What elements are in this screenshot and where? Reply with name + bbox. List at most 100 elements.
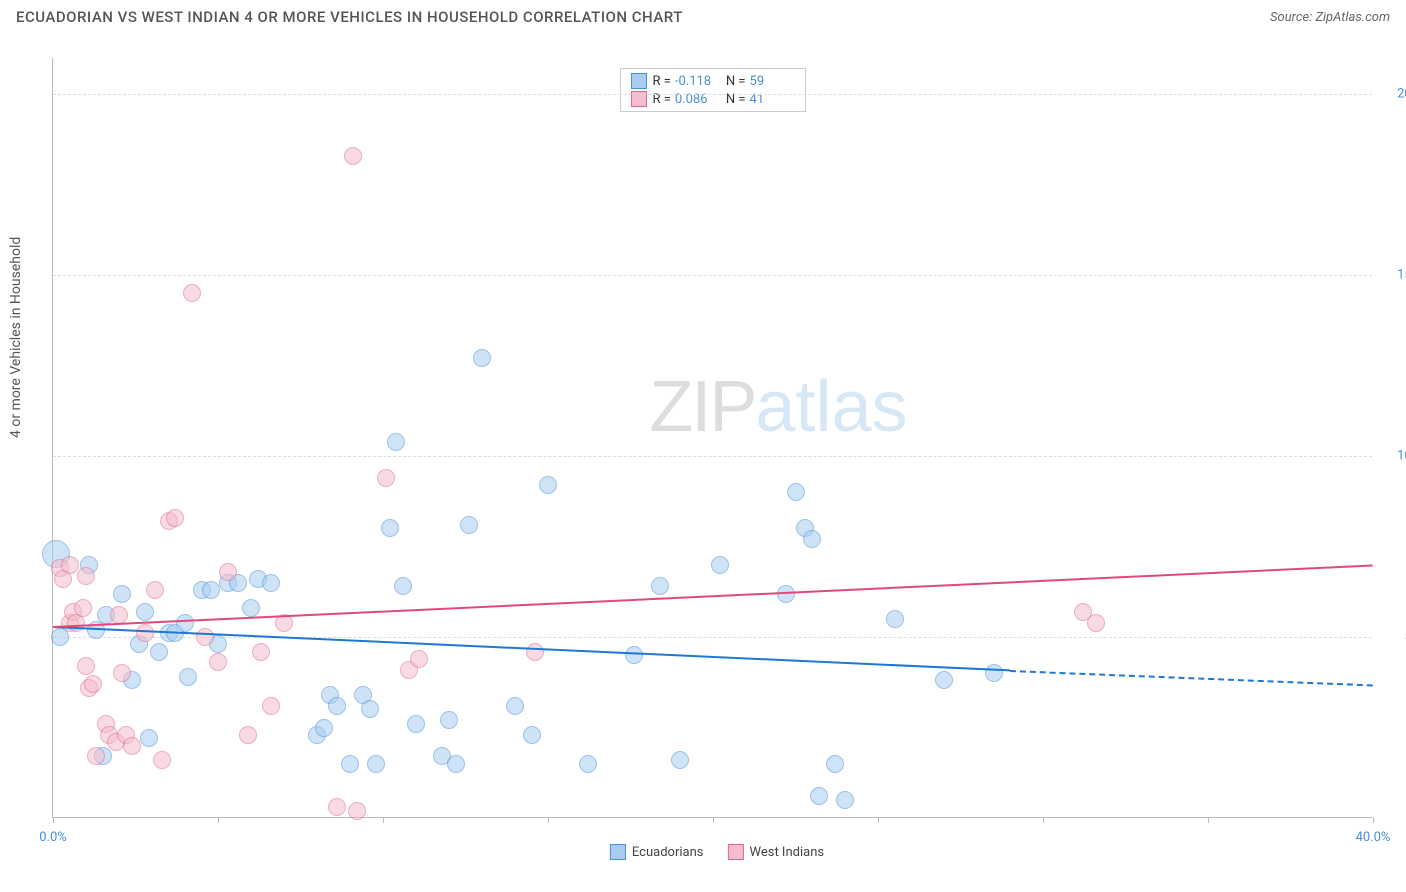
- x-tick: [713, 817, 714, 823]
- data-point: [87, 747, 105, 765]
- chart-title: ECUADORIAN VS WEST INDIAN 4 OR MORE VEHI…: [16, 8, 683, 26]
- x-tick: [1373, 817, 1374, 823]
- data-point: [826, 755, 844, 773]
- data-point: [61, 556, 79, 574]
- data-point: [239, 726, 257, 744]
- gridline: [53, 637, 1372, 638]
- legend-swatch: [610, 844, 626, 860]
- data-point: [381, 519, 399, 537]
- data-point: [315, 719, 333, 737]
- data-point: [150, 643, 168, 661]
- data-point: [523, 726, 541, 744]
- data-point: [209, 653, 227, 671]
- data-point: [344, 147, 362, 165]
- data-point: [526, 643, 544, 661]
- legend-stats-row: R = -0.118N = 59: [630, 73, 794, 89]
- data-point: [146, 581, 164, 599]
- x-tick: [1208, 817, 1209, 823]
- x-tick-label: 0.0%: [39, 830, 67, 845]
- data-point: [123, 737, 141, 755]
- data-point: [196, 628, 214, 646]
- legend-swatch: [728, 844, 744, 860]
- data-point: [473, 349, 491, 367]
- data-point: [985, 664, 1003, 682]
- data-point: [74, 599, 92, 617]
- data-point: [252, 643, 270, 661]
- data-point: [179, 668, 197, 686]
- x-tick: [878, 817, 879, 823]
- data-point: [625, 646, 643, 664]
- data-point: [113, 664, 131, 682]
- gridline: [53, 94, 1372, 95]
- legend-stats: R = -0.118N = 59R = 0.086N = 41: [619, 68, 805, 112]
- y-tick-label: 20.0%: [1377, 87, 1406, 102]
- data-point: [377, 469, 395, 487]
- chart-source: Source: ZipAtlas.com: [1270, 10, 1390, 25]
- data-point: [348, 802, 366, 820]
- data-point: [153, 751, 171, 769]
- data-point: [1087, 614, 1105, 632]
- chart-header: ECUADORIAN VS WEST INDIAN 4 OR MORE VEHI…: [0, 0, 1406, 30]
- data-point: [113, 585, 131, 603]
- data-point: [651, 577, 669, 595]
- data-point: [440, 711, 458, 729]
- legend-swatch: [630, 73, 646, 89]
- data-point: [836, 791, 854, 809]
- data-point: [447, 755, 465, 773]
- x-tick: [53, 817, 54, 823]
- data-point: [84, 675, 102, 693]
- data-point: [242, 599, 260, 617]
- x-tick: [548, 817, 549, 823]
- plot-area: ZIPatlas R = -0.118N = 59R = 0.086N = 41…: [52, 58, 1372, 818]
- data-point: [787, 483, 805, 501]
- y-tick-label: 15.0%: [1377, 268, 1406, 283]
- data-point: [367, 755, 385, 773]
- data-point: [77, 567, 95, 585]
- legend-item: Ecuadorians: [610, 844, 704, 860]
- data-point: [394, 577, 412, 595]
- trend-line: [1010, 670, 1373, 686]
- data-point: [410, 650, 428, 668]
- data-point: [361, 700, 379, 718]
- data-point: [176, 614, 194, 632]
- data-point: [579, 755, 597, 773]
- legend-item: West Indians: [728, 844, 825, 860]
- data-point: [407, 715, 425, 733]
- x-tick: [1043, 817, 1044, 823]
- data-point: [460, 516, 478, 534]
- data-point: [810, 787, 828, 805]
- x-tick: [218, 817, 219, 823]
- data-point: [136, 624, 154, 642]
- data-point: [262, 697, 280, 715]
- y-axis-label: 4 or more Vehicles in Household: [8, 237, 24, 438]
- data-point: [803, 530, 821, 548]
- data-point: [262, 574, 280, 592]
- y-tick-label: 10.0%: [1377, 449, 1406, 464]
- data-point: [183, 284, 201, 302]
- data-point: [539, 476, 557, 494]
- x-tick-label: 40.0%: [1356, 830, 1391, 845]
- trend-line: [53, 626, 1010, 671]
- data-point: [387, 433, 405, 451]
- data-point: [77, 657, 95, 675]
- data-point: [136, 603, 154, 621]
- legend-series: Ecuadorians West Indians: [610, 844, 824, 860]
- chart-container: ZIPatlas R = -0.118N = 59R = 0.086N = 41…: [52, 50, 1382, 830]
- data-point: [341, 755, 359, 773]
- data-point: [219, 563, 237, 581]
- data-point: [711, 556, 729, 574]
- data-point: [140, 729, 158, 747]
- data-point: [328, 798, 346, 816]
- data-point: [506, 697, 524, 715]
- y-tick-label: 5.0%: [1377, 630, 1406, 645]
- data-point: [328, 697, 346, 715]
- watermark: ZIPatlas: [649, 366, 907, 448]
- data-point: [202, 581, 220, 599]
- data-point: [166, 509, 184, 527]
- x-tick: [383, 817, 384, 823]
- data-point: [886, 610, 904, 628]
- data-point: [671, 751, 689, 769]
- data-point: [935, 671, 953, 689]
- gridline: [53, 456, 1372, 457]
- gridline: [53, 275, 1372, 276]
